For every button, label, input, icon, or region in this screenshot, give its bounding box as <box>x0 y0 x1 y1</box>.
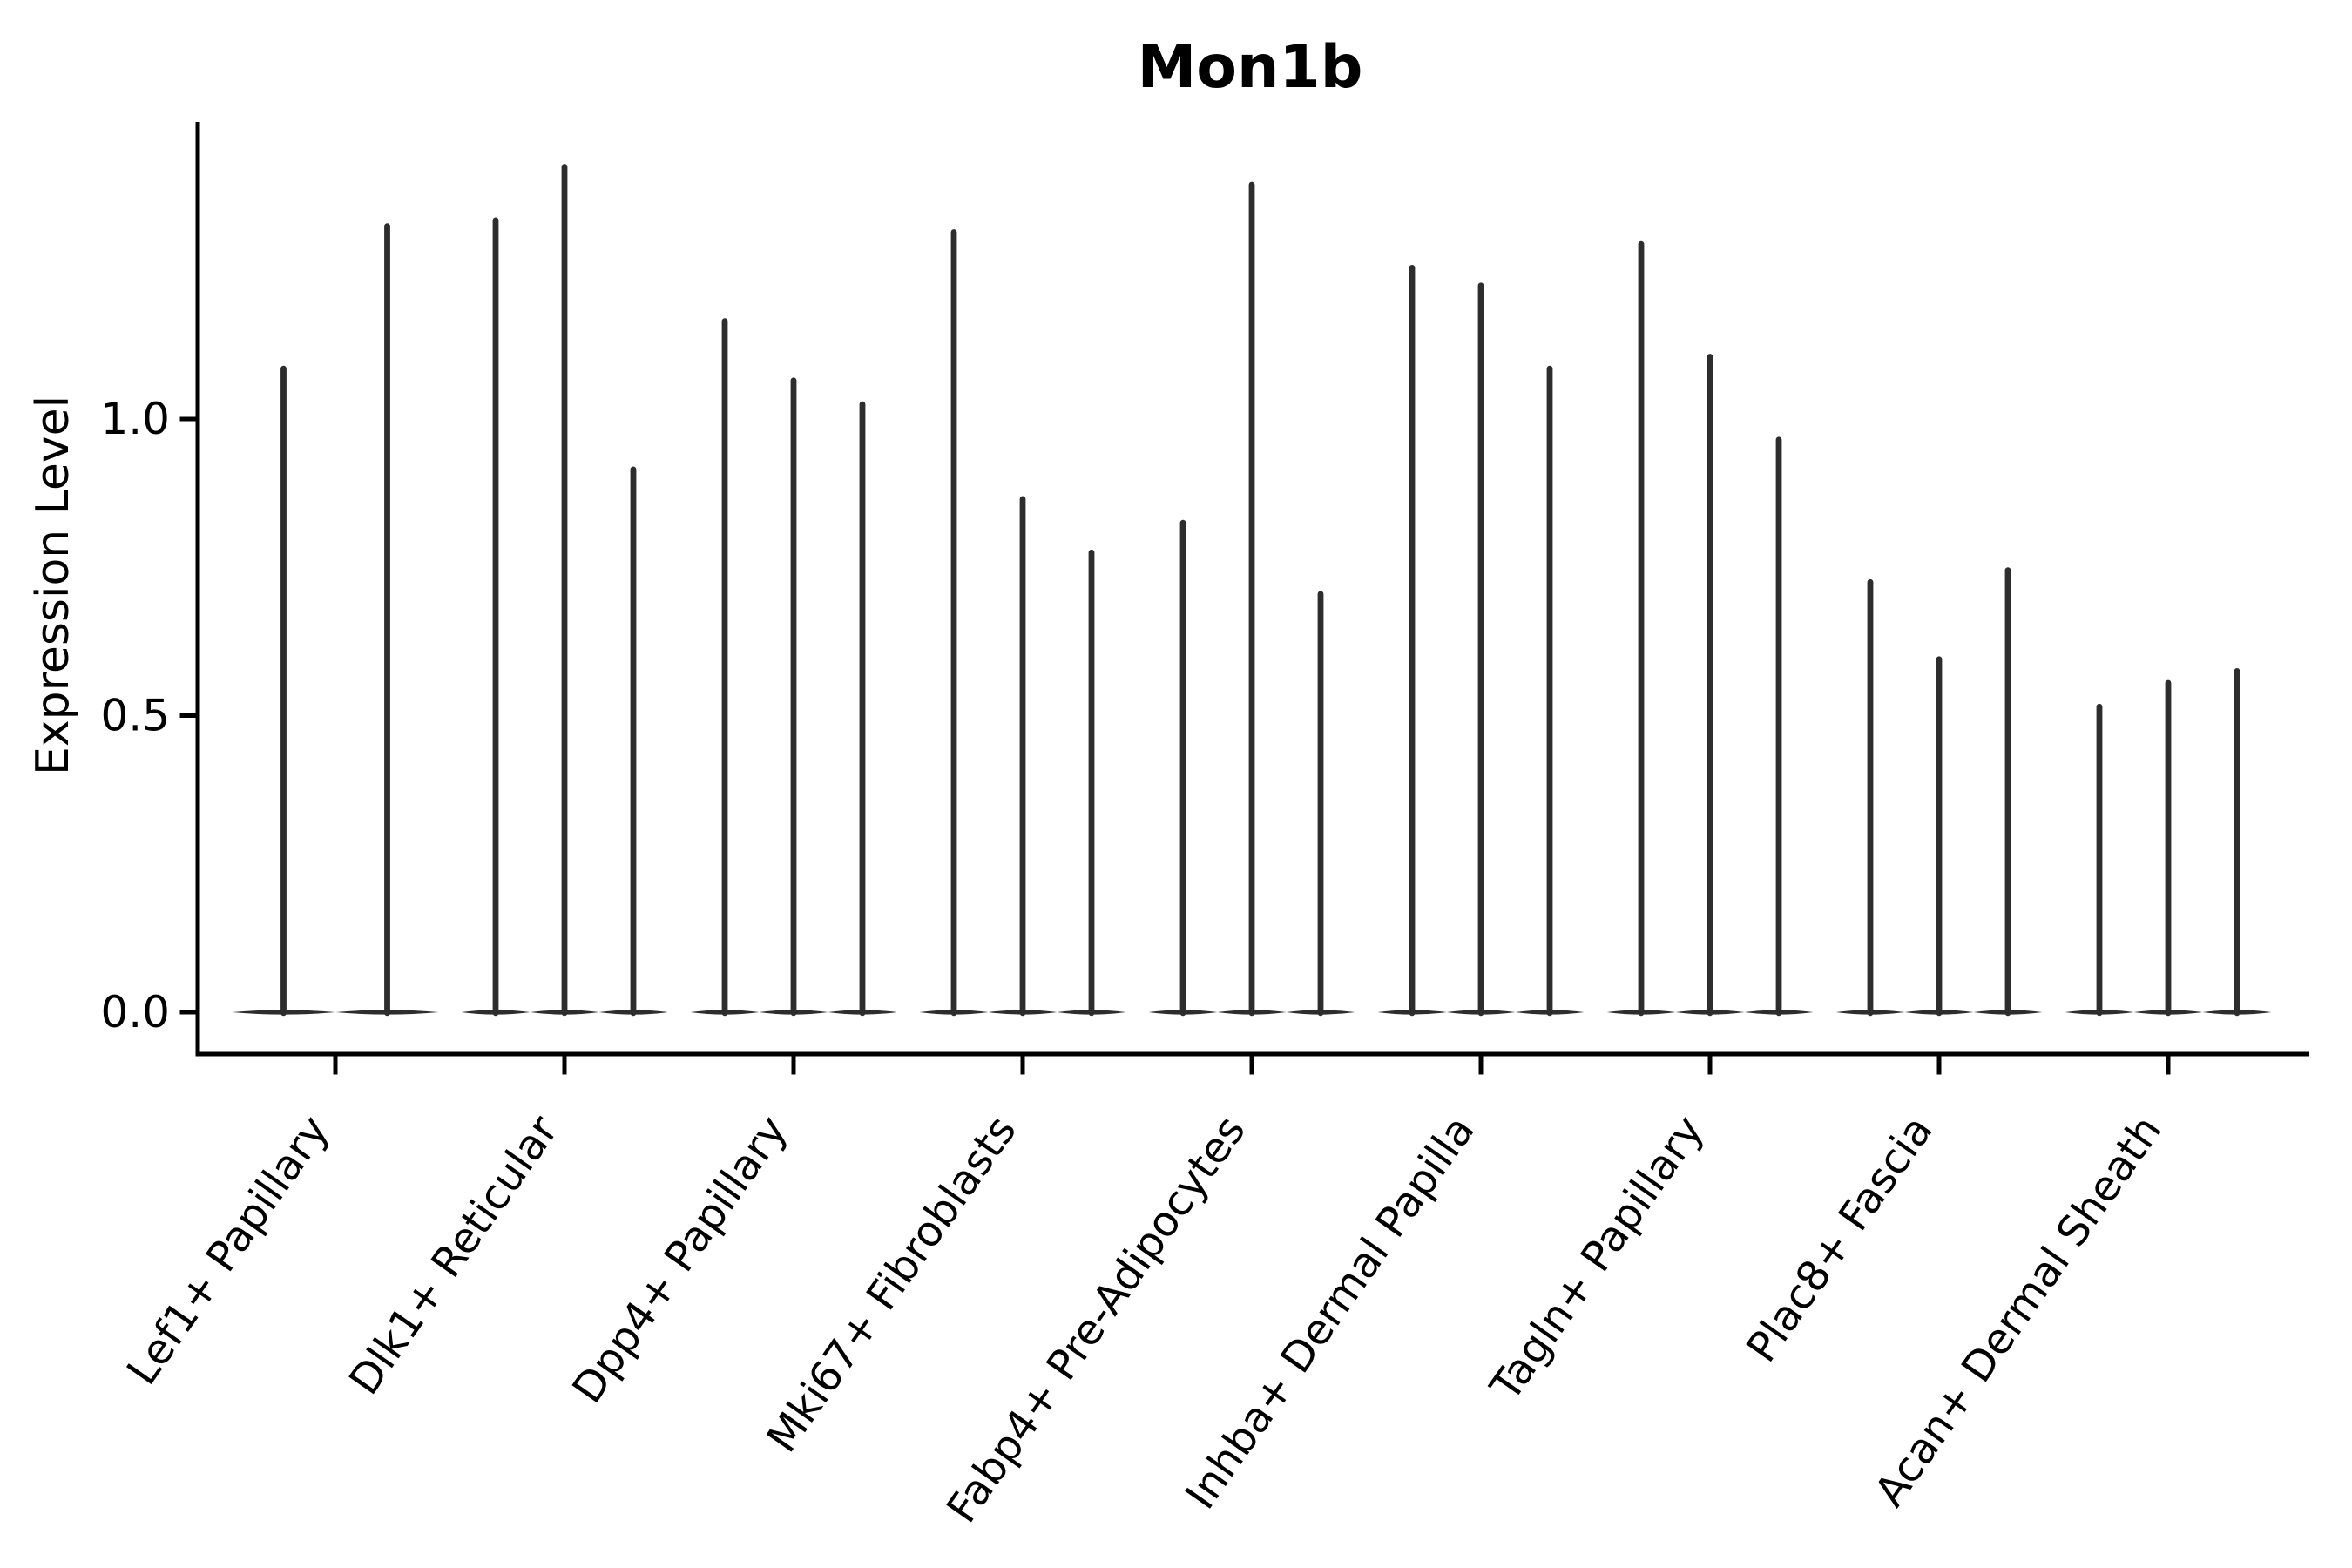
x-tick <box>333 1056 338 1075</box>
violin-spike <box>384 223 390 1017</box>
violin-spike <box>950 229 957 1017</box>
x-tick-label: Dlk1+ Reticular <box>340 1107 568 1404</box>
plot-area: 0.0 0.5 1.0 Lef1+ Papillary Dlk1+ ReticularD… <box>100 122 2309 1531</box>
violin-spike <box>1248 181 1255 1017</box>
violin-spike <box>1775 436 1782 1017</box>
violin-spike <box>2004 567 2011 1017</box>
x-tick <box>2166 1056 2171 1075</box>
violin-spike <box>1638 240 1645 1017</box>
violin-spike <box>790 377 797 1017</box>
x-tick <box>1707 1056 1713 1075</box>
x-tick-label: Dpp4+ Papillary <box>563 1107 797 1412</box>
violin-spike <box>492 217 499 1017</box>
y-tick-label: 0.0 <box>100 987 170 1037</box>
violin-spike <box>280 365 287 1017</box>
x-tick-label: Lef1+ Papillary <box>118 1107 339 1394</box>
y-tick <box>179 1010 196 1015</box>
violin-spike <box>1546 365 1553 1017</box>
y-tick-label: 1.0 <box>100 394 170 444</box>
violin-spike <box>2234 668 2240 1017</box>
left-spine <box>195 122 200 1057</box>
violin-spike <box>1409 264 1416 1017</box>
violin-spike <box>859 401 866 1017</box>
violin-spike <box>2096 703 2103 1017</box>
x-tick <box>1249 1056 1254 1075</box>
x-tick-label: Mki67+ Fibroblasts <box>758 1107 1026 1462</box>
violin-spike <box>1088 549 1095 1017</box>
violin-spike <box>561 164 568 1017</box>
x-tick <box>1020 1056 1025 1075</box>
y-tick-label: 0.5 <box>100 691 170 741</box>
violin-spike <box>1179 519 1186 1017</box>
violin-spike <box>1936 656 1943 1017</box>
x-tick-label: Tagln+ Papillary <box>1481 1107 1713 1410</box>
chart-title: Mon1b <box>1138 33 1363 102</box>
y-axis-label: Expression Level <box>27 395 79 775</box>
y-tick <box>179 416 196 422</box>
violin-spike <box>1477 282 1484 1017</box>
violin-spike <box>721 318 728 1017</box>
bottom-spine <box>195 1051 2309 1057</box>
x-tick <box>791 1056 796 1075</box>
x-tick-label: Plac8+ Fascia <box>1737 1107 1943 1371</box>
violin-spike <box>1867 578 1874 1017</box>
y-tick <box>179 713 196 718</box>
violin-spike <box>2165 679 2172 1017</box>
x-tick <box>1936 1056 1942 1075</box>
x-tick <box>562 1056 567 1075</box>
violin-spike <box>1019 496 1026 1017</box>
violin-spike <box>1707 354 1713 1017</box>
violin-spike <box>1317 591 1324 1017</box>
violin-spike <box>630 466 637 1017</box>
x-tick <box>1478 1056 1484 1075</box>
